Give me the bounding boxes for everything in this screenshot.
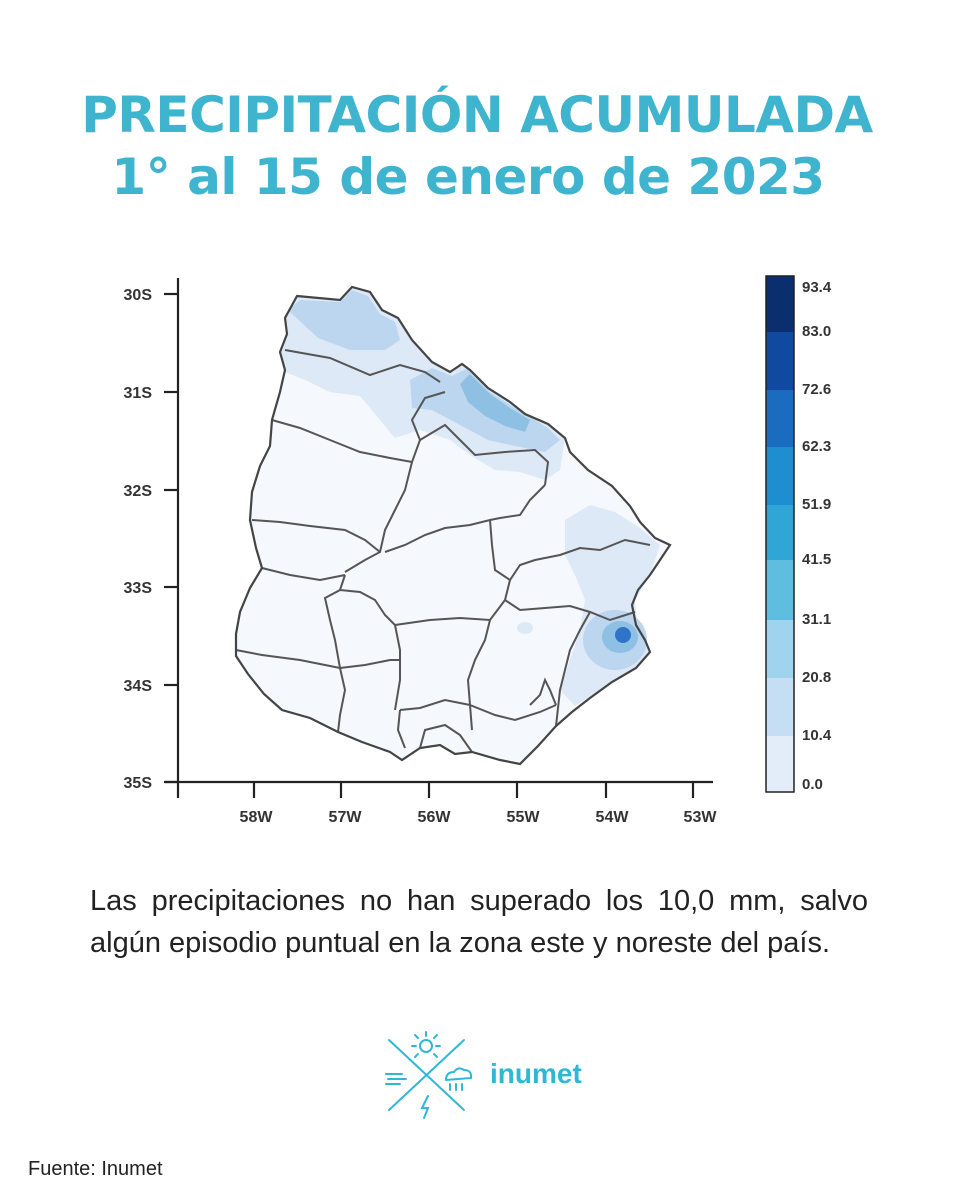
colorbar-label: 93.4 <box>802 279 832 296</box>
lon-label: 57W <box>329 809 363 826</box>
longitude-labels: 58W 57W 56W 55W 54W 53W <box>240 809 718 826</box>
department-borders <box>235 349 651 753</box>
precipitation-map: 30S 31S 32S 33S 34S 35S 58W 57W 56W 55W … <box>124 275 832 826</box>
colorbar-segment <box>766 447 794 505</box>
shade-dark-east <box>615 627 631 643</box>
colorbar-label: 62.3 <box>802 438 831 455</box>
colorbar-segment <box>766 390 794 447</box>
colorbar-labels: 93.4 83.0 72.6 62.3 51.9 41.5 31.1 20.8 … <box>802 279 832 793</box>
title-line-2: 1° al 15 de enero de 2023 <box>111 148 825 206</box>
colorbar-segment <box>766 560 794 620</box>
lon-label: 54W <box>596 809 630 826</box>
colorbar-segment <box>766 678 794 736</box>
shade-light-spot <box>517 622 533 634</box>
colorbar-label: 72.6 <box>802 381 831 398</box>
inumet-logo-icon <box>385 1031 473 1119</box>
precipitation-shading <box>280 287 660 706</box>
colorbar-label: 10.4 <box>802 727 832 744</box>
lat-label: 31S <box>124 385 153 402</box>
uruguay-land <box>236 287 670 764</box>
lat-label: 32S <box>124 483 153 500</box>
lon-label: 53W <box>684 809 718 826</box>
lat-label: 30S <box>124 287 153 304</box>
lat-label: 34S <box>124 678 153 695</box>
national-border <box>234 285 672 766</box>
lat-label: 33S <box>124 580 153 597</box>
lon-label: 55W <box>507 809 541 826</box>
colorbar <box>765 275 795 793</box>
lon-label: 58W <box>240 809 274 826</box>
map-axes <box>164 278 713 798</box>
shade-medium-north <box>288 290 400 350</box>
source-text: Fuente: Inumet <box>28 1158 163 1180</box>
colorbar-segment <box>766 276 794 332</box>
colorbar-frame <box>765 275 795 793</box>
colorbar-label: 83.0 <box>802 323 831 340</box>
colorbar-segment <box>766 332 794 390</box>
shade-darker-northeast <box>460 374 530 432</box>
colorbar-label: 31.1 <box>802 611 831 628</box>
lon-label: 56W <box>418 809 452 826</box>
colorbar-segment <box>766 620 794 678</box>
colorbar-label: 20.8 <box>802 669 831 686</box>
title-line-1: PRECIPITACIÓN ACUMULADA <box>81 86 873 144</box>
latitude-labels: 30S 31S 32S 33S 34S 35S <box>124 287 153 792</box>
caption-text: Las precipitaciones no han superado los … <box>90 885 868 959</box>
colorbar-label: 0.0 <box>802 776 823 793</box>
colorbar-label: 41.5 <box>802 551 831 568</box>
inumet-wordmark: inumet <box>490 1058 582 1089</box>
colorbar-segment <box>766 505 794 560</box>
colorbar-label: 51.9 <box>802 496 831 513</box>
colorbar-segment <box>766 736 794 792</box>
lat-label: 35S <box>124 775 153 792</box>
